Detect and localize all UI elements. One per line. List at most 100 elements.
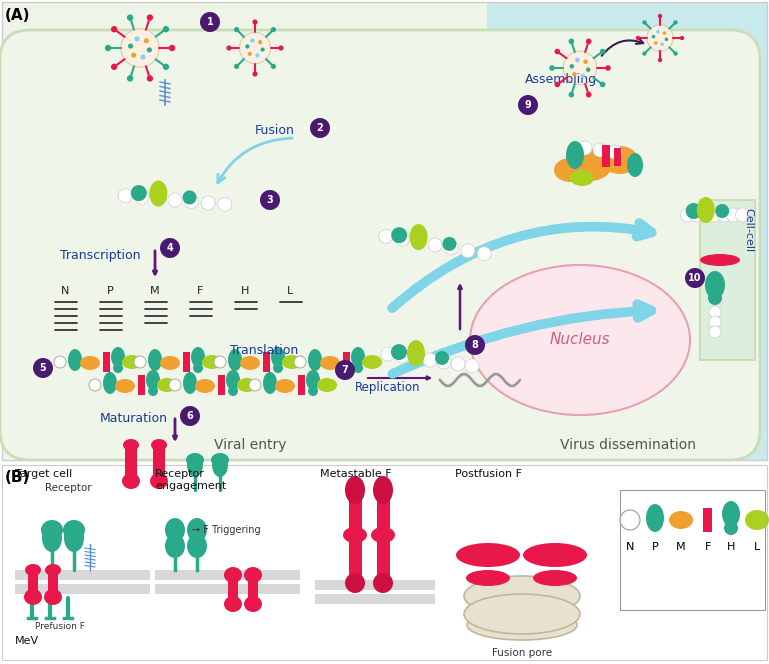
Bar <box>343 352 350 372</box>
Circle shape <box>248 52 252 56</box>
Ellipse shape <box>165 534 185 558</box>
Circle shape <box>656 30 660 33</box>
Text: Translation: Translation <box>230 343 298 357</box>
Circle shape <box>717 208 731 222</box>
Text: 1: 1 <box>207 17 213 27</box>
Circle shape <box>674 51 677 56</box>
Ellipse shape <box>373 573 393 593</box>
Circle shape <box>586 92 591 98</box>
Ellipse shape <box>464 576 580 616</box>
Ellipse shape <box>275 379 295 393</box>
Text: Prefusion F: Prefusion F <box>35 622 85 631</box>
Ellipse shape <box>343 527 367 543</box>
Text: H: H <box>241 286 249 296</box>
Ellipse shape <box>212 453 228 477</box>
Circle shape <box>451 357 465 371</box>
Circle shape <box>255 53 260 58</box>
Ellipse shape <box>244 567 262 583</box>
Ellipse shape <box>371 527 395 543</box>
Circle shape <box>127 15 133 21</box>
Bar <box>218 375 225 395</box>
Text: 4: 4 <box>167 243 173 253</box>
Text: (B): (B) <box>5 470 30 485</box>
Circle shape <box>568 39 574 44</box>
Circle shape <box>563 51 597 85</box>
Circle shape <box>271 27 276 33</box>
Circle shape <box>680 36 684 41</box>
Circle shape <box>218 197 231 211</box>
Circle shape <box>147 15 153 21</box>
Circle shape <box>135 190 148 204</box>
Circle shape <box>661 42 664 46</box>
Ellipse shape <box>669 511 693 529</box>
Ellipse shape <box>157 378 177 392</box>
Bar <box>315 594 435 604</box>
Circle shape <box>260 190 280 210</box>
Text: L: L <box>287 286 293 296</box>
Circle shape <box>709 316 721 328</box>
Circle shape <box>118 189 132 203</box>
Text: Receptor: Receptor <box>45 483 92 493</box>
Circle shape <box>111 26 118 33</box>
Text: Metastable F: Metastable F <box>320 469 391 479</box>
Circle shape <box>699 208 713 222</box>
Bar <box>248 575 258 603</box>
Bar <box>138 375 145 395</box>
Ellipse shape <box>700 254 740 266</box>
Circle shape <box>151 191 165 206</box>
Text: 7: 7 <box>341 365 348 375</box>
Circle shape <box>735 208 750 222</box>
Bar <box>315 580 435 590</box>
Circle shape <box>586 68 591 72</box>
Circle shape <box>681 208 694 222</box>
Bar <box>228 575 238 603</box>
Text: Replication: Replication <box>355 382 421 394</box>
Circle shape <box>708 291 722 305</box>
Text: 6: 6 <box>187 411 193 421</box>
Text: Target cell: Target cell <box>15 469 72 479</box>
Circle shape <box>423 353 437 367</box>
Ellipse shape <box>466 570 510 586</box>
Circle shape <box>465 359 479 373</box>
Circle shape <box>131 52 136 58</box>
Circle shape <box>428 238 442 252</box>
Text: Fusion: Fusion <box>255 124 295 137</box>
Circle shape <box>273 363 283 373</box>
Circle shape <box>709 306 721 318</box>
Circle shape <box>435 351 449 365</box>
Circle shape <box>147 75 153 82</box>
Circle shape <box>575 58 580 62</box>
Circle shape <box>234 27 239 33</box>
Circle shape <box>391 344 407 360</box>
Circle shape <box>135 37 139 41</box>
Circle shape <box>620 510 640 530</box>
Ellipse shape <box>202 355 222 369</box>
Ellipse shape <box>282 355 302 369</box>
Circle shape <box>642 20 647 25</box>
Circle shape <box>605 65 611 71</box>
Circle shape <box>391 227 407 243</box>
Circle shape <box>461 244 474 258</box>
Ellipse shape <box>160 356 180 370</box>
Ellipse shape <box>146 370 160 390</box>
Ellipse shape <box>226 370 240 390</box>
Ellipse shape <box>211 453 229 467</box>
Circle shape <box>568 145 582 159</box>
Circle shape <box>727 208 741 222</box>
Text: Receptor: Receptor <box>155 469 205 479</box>
Ellipse shape <box>80 356 100 370</box>
Ellipse shape <box>317 378 337 392</box>
Text: (A): (A) <box>5 8 31 23</box>
Ellipse shape <box>240 356 260 370</box>
Ellipse shape <box>68 349 82 371</box>
Bar <box>2 2 487 460</box>
Circle shape <box>214 356 226 368</box>
Ellipse shape <box>63 520 85 540</box>
Ellipse shape <box>722 501 740 527</box>
Circle shape <box>113 363 123 373</box>
Circle shape <box>105 44 112 51</box>
Circle shape <box>442 237 457 251</box>
Circle shape <box>54 356 66 368</box>
Ellipse shape <box>470 265 690 415</box>
Circle shape <box>121 29 159 67</box>
